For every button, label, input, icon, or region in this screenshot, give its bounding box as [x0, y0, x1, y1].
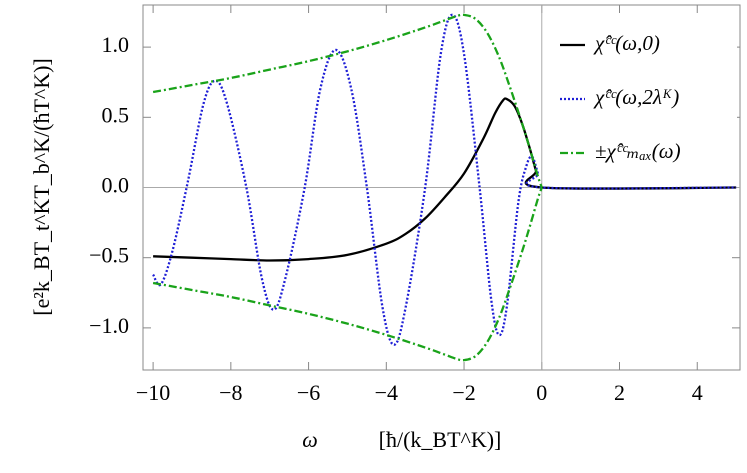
series-line — [152, 187, 543, 362]
x-tick-label: −10 — [136, 380, 170, 405]
legend-bg — [552, 79, 737, 119]
series-line — [152, 13, 543, 188]
x-tick-label: 4 — [692, 380, 703, 405]
x-tick-label: 2 — [614, 380, 625, 405]
x-tick-label: 0 — [536, 380, 547, 405]
y-axis-label: [e²k_BT_t^KT_b^K/(ħT^K)] — [29, 58, 54, 316]
y-tick-label: 0.0 — [102, 173, 130, 198]
y-tick-label: −1.0 — [89, 313, 129, 338]
legend-label: ±χ̂ᶜᶜₘₐₓ(ω) — [595, 139, 681, 163]
x-tick-label: −2 — [452, 380, 475, 405]
x-axis-unit: [ħ/(k_BT^K)] — [379, 427, 502, 452]
x-axis-label: ω — [302, 427, 318, 452]
y-tick-label: 1.0 — [102, 32, 130, 57]
y-tick-label: 0.5 — [102, 102, 130, 127]
x-tick-label: −4 — [375, 380, 398, 405]
x-tick-label: −6 — [297, 380, 320, 405]
legend-label: χ̂ᶜᶜ(ω,0) — [593, 31, 660, 55]
x-tick-label: −8 — [219, 380, 242, 405]
legend-label: χ̂ᶜᶜ(ω,2λᴷ) — [593, 85, 679, 109]
series-line — [153, 97, 737, 262]
y-tick-label: −0.5 — [89, 243, 129, 268]
series-line — [152, 13, 737, 346]
